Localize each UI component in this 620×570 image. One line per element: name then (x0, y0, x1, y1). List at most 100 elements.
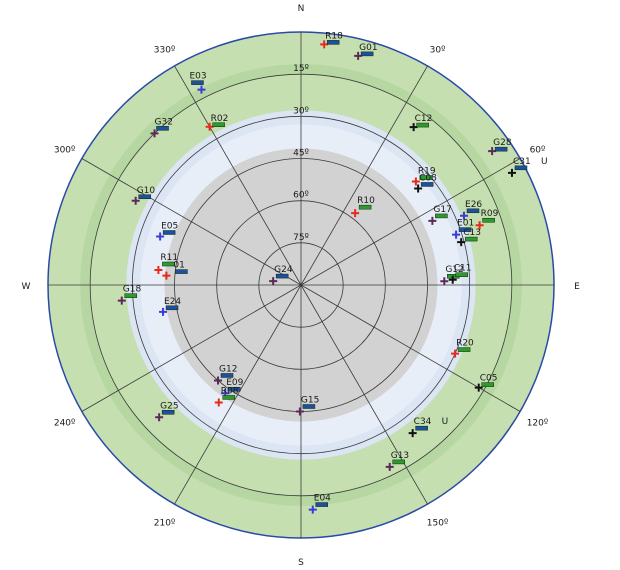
signal-bar (514, 165, 528, 171)
satellite-c31[interactable]: C31 U (507, 157, 548, 177)
spoke-150 (300, 284, 428, 505)
satellite-cross-icon (475, 221, 484, 230)
satellite-c08[interactable]: C08 (414, 173, 437, 193)
signal-bar (161, 410, 175, 415)
satellite-cross-icon (414, 184, 423, 193)
satellite-r11[interactable]: R11 (154, 253, 178, 275)
satellite-c01[interactable]: 01 (162, 261, 188, 280)
satellite-cross-icon (154, 266, 163, 275)
signal-bar (420, 182, 434, 187)
satellite-label: G13 (391, 451, 409, 461)
satellite-g32[interactable]: G32 (150, 117, 173, 138)
signal-bar (494, 146, 508, 152)
signal-bar (482, 217, 495, 223)
satellite-g12[interactable]: G12 (214, 364, 237, 385)
satellite-g28[interactable]: G28 (488, 138, 512, 156)
satellite-r10[interactable]: R10 (351, 196, 375, 218)
satellite-label: G17 (433, 205, 451, 215)
signal-bar (457, 347, 471, 352)
satellite-label: G18 (123, 285, 142, 295)
satellite-suffix: U (541, 157, 548, 167)
satellite-e01[interactable]: E01 (452, 219, 474, 239)
satellite-e05[interactable]: E05 (156, 221, 178, 241)
west-label: W (22, 282, 31, 292)
satellite-cross-icon (428, 216, 437, 225)
satellite-label: R10 (357, 196, 375, 206)
signal-bar (156, 126, 169, 131)
satellite-label: E01 (457, 219, 474, 229)
satellite-g18[interactable]: G18 (117, 285, 142, 305)
elevation-label-45: 45º (293, 149, 309, 159)
satellite-g24[interactable]: G24 (269, 265, 293, 286)
satellite-e04[interactable]: E04 (308, 494, 331, 514)
satellite-c34[interactable]: C34 U (408, 417, 449, 438)
satellite-label: G12 (219, 364, 237, 374)
azimuth-labels: 30º 60º 120º 150º 210º 240º 300º 330º (54, 46, 548, 529)
satellite-r02[interactable]: R02 (205, 114, 229, 131)
satellite-c05[interactable]: C05 (474, 374, 498, 392)
satellite-r09[interactable]: R09 (475, 209, 499, 230)
signal-bar (302, 404, 316, 409)
azimuth-label-30: 30º (430, 46, 446, 56)
signal-bar (458, 227, 472, 232)
signal-bar (415, 425, 428, 431)
signal-bar (466, 208, 480, 214)
satellite-g01[interactable]: G01 (354, 43, 378, 60)
satellite-cross-icon (205, 122, 214, 131)
azimuth-label-240: 240º (54, 419, 75, 429)
satellite-cross-icon (156, 232, 165, 241)
satellite-g13[interactable]: G13 (385, 451, 409, 471)
signal-bar (481, 382, 494, 387)
satellite-label: G25 (160, 401, 178, 411)
satellite-cross-icon (411, 177, 420, 186)
signal-bar (191, 80, 204, 85)
satellite-g25[interactable]: G25 (155, 401, 179, 422)
azimuth-label-60: 60º (530, 146, 546, 156)
elevation-label-15: 15º (293, 64, 309, 74)
signal-bar (212, 122, 225, 128)
signal-bar (455, 272, 468, 277)
satellite-c12[interactable]: C12 (409, 114, 433, 132)
satellite-label: R18 (325, 31, 343, 41)
signal-bar (392, 459, 405, 465)
satellite-label: E24 (164, 297, 181, 307)
satellite-g17[interactable]: G17 (428, 205, 452, 225)
satellite-r18[interactable]: R18 (320, 31, 343, 49)
south-label: S (298, 558, 304, 568)
satellite-g15[interactable]: G15 (295, 395, 319, 416)
signal-bar (315, 502, 329, 507)
signal-bar (162, 230, 176, 235)
satellite-cross-icon (452, 230, 461, 239)
satellite-r20[interactable]: R20 (451, 339, 474, 358)
signal-bar (464, 236, 478, 242)
satellite-label: E03 (189, 72, 206, 82)
azimuth-spokes (48, 32, 554, 538)
satellite-cross-icon (474, 383, 483, 392)
satellite-label: C08 (419, 173, 437, 183)
satellite-cross-icon (150, 129, 159, 138)
satellite-label: R08 (221, 386, 239, 396)
satellite-c11[interactable]: C11 (448, 264, 472, 284)
spoke-210 (174, 284, 302, 505)
satellite-cross-icon (308, 505, 317, 514)
satellite-e03[interactable]: E03 (189, 72, 207, 94)
spoke-240 (81, 284, 302, 412)
elevation-label-60: 60º (293, 191, 309, 201)
satellite-r08[interactable]: R08 (214, 386, 239, 407)
satellite-label: C11 (454, 264, 472, 274)
satellite-cross-icon (162, 271, 171, 280)
satellite-label: G01 (359, 43, 377, 53)
signal-bar (326, 40, 340, 45)
azimuth-label-120: 120º (527, 419, 548, 429)
signal-bar (124, 293, 138, 298)
satellite-cross-icon (197, 85, 206, 94)
satellite-label: C05 (480, 374, 498, 384)
satellite-c13[interactable]: C13 (457, 228, 481, 247)
satellite-r19[interactable]: R19 (411, 167, 436, 186)
signal-bar (220, 373, 234, 378)
satellite-g10[interactable]: G10 (131, 186, 156, 205)
satellite-e24[interactable]: E24 (159, 297, 181, 316)
signal-bar (222, 395, 236, 400)
satellite-cross-icon (320, 40, 329, 49)
satellite-e26[interactable]: E26 (460, 200, 482, 220)
